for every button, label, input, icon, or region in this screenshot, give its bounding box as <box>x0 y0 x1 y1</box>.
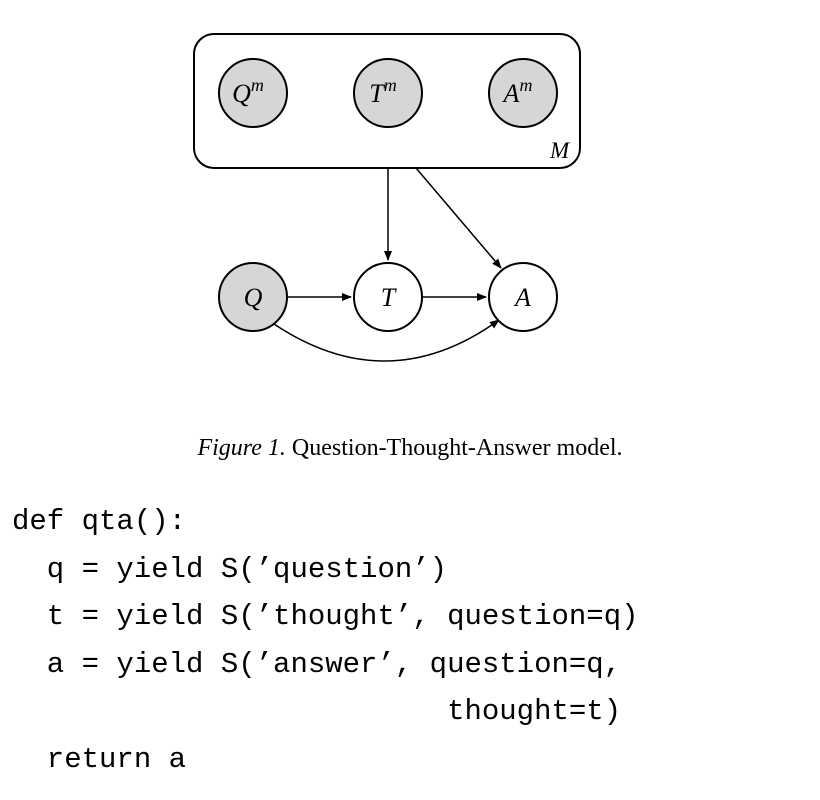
qta-diagram: MQmTmAmQTA <box>0 0 820 420</box>
caption-text: Question-Thought-Answer model. <box>286 435 623 461</box>
diagram-container: MQmTmAmQTA <box>0 0 820 420</box>
node-label-Q: Q <box>244 283 263 312</box>
code-block: def qta(): q = yield S(’question’) t = y… <box>12 498 639 783</box>
node-label-A: A <box>513 283 531 312</box>
caption-prefix: Figure 1. <box>197 435 285 461</box>
node-label-T: T <box>381 283 397 312</box>
edge-1 <box>416 168 501 268</box>
plate-label: M <box>549 138 571 163</box>
figure-caption: Figure 1. Question-Thought-Answer model. <box>0 435 820 462</box>
